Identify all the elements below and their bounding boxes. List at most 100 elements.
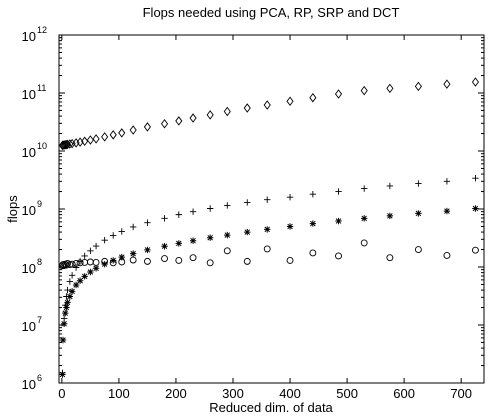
asterisk-marker [309,220,317,227]
circle-marker [143,257,151,265]
plus-marker [87,247,94,255]
asterisk-marker [386,212,394,220]
plus-marker [81,252,88,260]
x-tick-label: 0 [58,386,65,401]
diamond-marker [334,89,343,99]
asterisk-marker [286,223,294,230]
diamond-marker [86,135,94,145]
y-axis-label: flops [5,195,20,223]
y-tick-label: 10 [22,261,36,276]
asterisk-marker [76,277,84,284]
plus-marker [118,228,125,235]
diamond-marker [471,77,480,87]
diamond-marker [81,136,89,147]
plus-marker [244,199,251,206]
circle-marker [223,247,231,255]
plus-marker [206,205,214,212]
asterisk-marker [68,288,76,295]
diamond-marker [143,122,151,132]
diamond-marker [360,85,368,96]
plus-marker [386,182,394,190]
y-tick-label: 10 [22,203,36,218]
plus-marker [101,236,108,244]
series-plus [59,174,479,376]
circle-marker [263,245,271,253]
plus-marker [92,242,100,250]
x-tick-label: 400 [279,386,301,401]
asterisk-marker [175,240,182,247]
asterisk-marker [66,293,74,300]
asterisk-marker [189,237,197,244]
circle-marker [360,239,368,247]
plus-marker [309,190,317,198]
x-tick-label: 700 [450,386,472,401]
asterisk-marker [87,268,94,276]
plus-marker [189,208,197,215]
asterisk-marker [81,273,88,280]
plus-marker [144,219,151,226]
asterisk-marker [72,281,80,289]
circle-marker [109,259,117,267]
diamond-marker [118,128,126,138]
diamond-marker [206,110,214,120]
circle-marker [72,260,80,267]
diamond-marker [414,81,422,92]
y-tick-label: 10 [22,319,36,334]
diamond-marker [92,134,100,144]
y-tick-exponent: 6 [37,373,42,383]
diamond-marker [160,119,169,129]
circle-marker [335,252,342,260]
asterisk-marker [109,257,117,264]
y-tick-label: 10 [22,29,36,44]
plus-marker [286,193,294,201]
diamond-marker [309,92,317,103]
diamond-marker [66,139,74,149]
x-tick-label: 100 [108,386,130,401]
y-tick-exponent: 7 [37,315,42,325]
plus-marker [361,185,368,192]
series-circle [58,239,479,270]
x-tick-label: 600 [393,386,415,401]
diamond-marker [175,116,183,126]
plus-marker [72,264,80,271]
y-tick-label: 10 [22,87,36,102]
asterisk-marker [244,228,251,236]
circle-marker [243,257,251,265]
series-diamond [58,77,480,151]
circle-marker [76,259,84,267]
asterisk-marker [472,205,479,212]
plus-marker [129,223,137,231]
y-tick-exponent: 10 [37,141,47,151]
plus-marker [224,202,231,209]
asterisk-marker [63,304,70,311]
circle-marker [414,246,422,253]
y-tick-label: 10 [22,145,36,160]
y-tick-exponent: 9 [37,199,42,209]
y-tick-exponent: 12 [37,25,47,35]
asterisk-marker [59,371,66,378]
diamond-marker [263,100,271,110]
y-tick-exponent: 8 [37,257,42,267]
plus-marker [64,286,71,294]
x-tick-label: 300 [222,386,244,401]
circle-marker [471,246,479,254]
diamond-marker [243,103,251,113]
chart-title: Flops needed using PCA, RP, SRP and DCT [143,5,400,20]
plus-marker [264,196,271,203]
asterisk-marker [415,210,422,217]
diamond-marker [443,79,451,89]
asterisk-marker [144,246,151,254]
asterisk-marker [60,320,68,327]
circle-marker [161,255,168,262]
plus-marker [109,232,117,239]
circle-marker [92,258,100,266]
circle-marker [175,256,183,264]
plus-marker [335,188,342,195]
asterisk-marker [62,309,69,317]
asterisk-marker [361,215,368,222]
y-tick-label: 10 [22,377,36,392]
asterisk-marker [129,250,137,257]
plus-marker [68,272,76,279]
